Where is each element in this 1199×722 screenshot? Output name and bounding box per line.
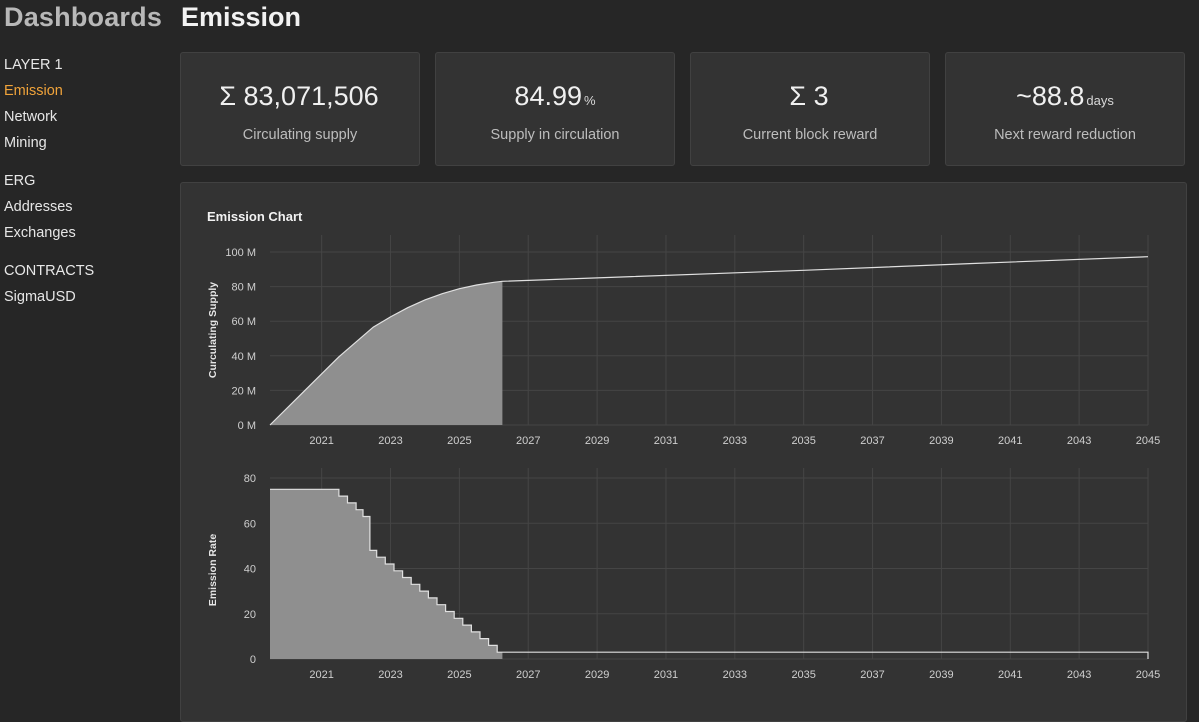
stat-number: Σ 83,071,506 bbox=[219, 81, 379, 111]
x-tick-label: 2033 bbox=[723, 435, 747, 447]
x-tick-label: 2035 bbox=[791, 669, 815, 681]
x-tick-label: 2043 bbox=[1067, 669, 1091, 681]
x-tick-label: 2041 bbox=[998, 669, 1022, 681]
sidebar-item-network[interactable]: Network bbox=[4, 109, 58, 125]
stat-value: ~88.8 days bbox=[946, 79, 1184, 118]
x-tick-label: 2025 bbox=[447, 669, 471, 681]
x-tick-label: 2045 bbox=[1136, 669, 1160, 681]
y-tick-label: 80 M bbox=[232, 282, 256, 294]
y-tick-label: 0 bbox=[250, 654, 256, 666]
x-tick-label: 2031 bbox=[654, 669, 678, 681]
series-line bbox=[270, 488, 1149, 659]
stat-card-current-block-reward: Σ 3 Current block reward bbox=[690, 52, 930, 166]
nav-heading-contracts: CONTRACTS bbox=[4, 263, 95, 279]
sidebar-item-addresses[interactable]: Addresses bbox=[4, 199, 73, 215]
chart-title: Emission Chart bbox=[207, 209, 303, 224]
nav-heading-erg: ERG bbox=[4, 173, 36, 189]
sidebar-item-exchanges[interactable]: Exchanges bbox=[4, 225, 76, 241]
y-tick-label: 20 bbox=[244, 609, 256, 621]
x-tick-label: 2029 bbox=[585, 435, 609, 447]
stat-number: Σ 3 bbox=[789, 81, 829, 111]
x-tick-label: 2043 bbox=[1067, 435, 1091, 447]
x-tick-label: 2041 bbox=[998, 435, 1022, 447]
stat-value: Σ 83,071,506 bbox=[181, 79, 419, 118]
emission-charts: 2021 2023 2025 2027 2029 2031 2033 2035 2037 2039… bbox=[207, 235, 1160, 681]
y-axis-title: Curculating Supply bbox=[207, 282, 219, 378]
x-tick-label: 2039 bbox=[929, 669, 953, 681]
nav-heading-layer1: LAYER 1 bbox=[4, 57, 63, 73]
stat-card-supply-in-circulation: 84.99% Supply in circulation bbox=[435, 52, 675, 166]
y-tick-label: 0 M bbox=[238, 420, 256, 432]
x-tick-label: 2027 bbox=[516, 669, 540, 681]
stat-unit: days bbox=[1086, 93, 1114, 108]
series-line bbox=[269, 256, 1149, 426]
nav-group-layer1: LAYER 1 Emission Network Mining bbox=[4, 52, 164, 156]
y-tick-label: 100 M bbox=[225, 247, 256, 259]
y-tick-label: 60 M bbox=[232, 316, 256, 328]
sidebar-item-mining[interactable]: Mining bbox=[4, 135, 47, 151]
y-tick-label: 80 bbox=[244, 473, 256, 485]
stat-value: 84.99% bbox=[436, 79, 674, 118]
nav-group-contracts: CONTRACTS SigmaUSD bbox=[4, 258, 164, 310]
sidebar-item-emission[interactable]: Emission bbox=[4, 83, 63, 99]
y-axis-title: Emission Rate bbox=[207, 534, 219, 607]
stat-value: Σ 3 bbox=[691, 79, 929, 118]
x-tick-label: 2037 bbox=[860, 669, 884, 681]
x-tick-label: 2025 bbox=[447, 435, 471, 447]
series-area-filled bbox=[270, 489, 503, 659]
stat-card-circulating-supply: Σ 83,071,506 Circulating supply bbox=[180, 52, 420, 166]
dashboards-brand[interactable]: Dashboards bbox=[4, 2, 163, 32]
sidebar: LAYER 1 Emission Network Mining ERG Addr… bbox=[4, 52, 164, 322]
y-tick-label: 40 bbox=[244, 564, 256, 576]
y-tick-label: 20 M bbox=[232, 385, 256, 397]
x-tick-label: 2045 bbox=[1136, 435, 1160, 447]
x-tick-label: 2033 bbox=[723, 669, 747, 681]
y-tick-label: 60 bbox=[244, 518, 256, 530]
stat-number: 84.99 bbox=[514, 81, 582, 111]
stat-label: Next reward reduction bbox=[994, 127, 1136, 143]
x-tick-label: 2027 bbox=[516, 435, 540, 447]
x-tick-label: 2023 bbox=[378, 669, 402, 681]
sidebar-item-sigmausd[interactable]: SigmaUSD bbox=[4, 289, 76, 305]
x-tick-label: 2037 bbox=[860, 435, 884, 447]
series-area-filled bbox=[270, 281, 503, 425]
x-tick-label: 2029 bbox=[585, 669, 609, 681]
stat-label: Current block reward bbox=[742, 127, 878, 143]
x-tick-label: 2031 bbox=[654, 435, 678, 447]
x-tick-label: 2021 bbox=[309, 435, 333, 447]
stat-unit: % bbox=[584, 93, 596, 108]
x-tick-label: 2039 bbox=[929, 435, 953, 447]
x-tick-label: 2023 bbox=[378, 435, 402, 447]
stat-label: Circulating supply bbox=[242, 127, 358, 143]
stat-card-next-reward-reduction: ~88.8 days Next reward reduction bbox=[945, 52, 1185, 166]
x-tick-label: 2035 bbox=[791, 435, 815, 447]
stat-label: Supply in circulation bbox=[490, 127, 620, 143]
page-title: Emission bbox=[181, 2, 302, 32]
stat-number: ~88.8 bbox=[1016, 81, 1085, 111]
nav-group-erg: ERG Addresses Exchanges bbox=[4, 168, 164, 246]
y-tick-label: 40 M bbox=[232, 351, 256, 363]
x-tick-label: 2021 bbox=[309, 669, 333, 681]
